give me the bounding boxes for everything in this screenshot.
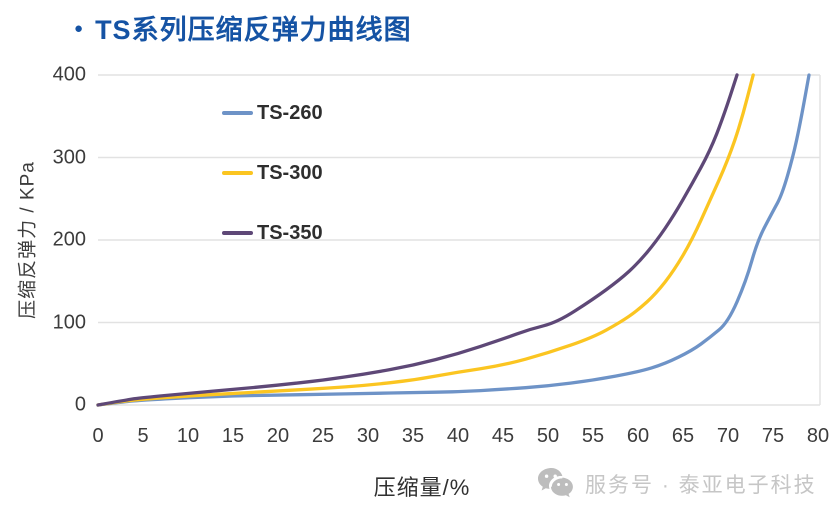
legend-swatch: [222, 231, 253, 235]
watermark: 服务号 · 泰亚电子科技: [537, 467, 817, 500]
curve-TS-300: [96, 73, 755, 407]
x-tick-label: 80: [806, 425, 830, 447]
x-tick-label: 35: [401, 425, 425, 447]
y-tick-label: 200: [52, 228, 86, 251]
x-axis-title: 压缩量/%: [373, 475, 471, 500]
x-tick-label: 40: [446, 425, 470, 447]
y-tick-label: 400: [52, 63, 86, 86]
x-tick-label: 70: [716, 425, 740, 447]
x-tick-label: 65: [671, 425, 695, 447]
legend-label: TS-300: [257, 161, 323, 184]
x-tick-label: 15: [221, 425, 245, 447]
watermark-text: 服务号 · 泰亚电子科技: [585, 473, 817, 497]
legend-label: TS-260: [257, 101, 323, 124]
bullet-icon: ●: [74, 20, 85, 37]
x-tick-label: 0: [92, 425, 104, 447]
curve-TS-260: [96, 73, 811, 407]
x-tick-label: 5: [137, 425, 149, 447]
y-tick-label: 300: [52, 146, 86, 168]
legend-swatch: [222, 111, 253, 115]
page-title: ● TS系列压缩反弹力曲线图: [74, 8, 412, 47]
x-tick-label: 45: [491, 425, 515, 447]
wechat-icon: [538, 468, 573, 498]
legend-item-TS-350: TS-350: [222, 221, 323, 245]
legend-item-TS-260: TS-260: [222, 101, 323, 125]
x-tick-label: 75: [761, 425, 785, 447]
y-tick-label: 0: [74, 393, 86, 416]
x-tick-label: 25: [311, 425, 335, 447]
x-tick-label: 60: [626, 425, 650, 447]
x-tick-label: 10: [176, 425, 200, 447]
legend-item-TS-300: TS-300: [222, 161, 323, 185]
page-title-text: TS系列压缩反弹力曲线图: [95, 15, 412, 45]
curve-TS-350: [96, 73, 739, 407]
y-tick-label: 100: [52, 311, 86, 333]
legend-swatch: [222, 171, 253, 175]
x-tick-label: 30: [356, 425, 380, 447]
x-tick-label: 20: [266, 425, 290, 447]
legend-label: TS-350: [257, 221, 323, 244]
x-tick-label: 50: [536, 425, 560, 447]
x-tick-label: 55: [581, 425, 605, 447]
